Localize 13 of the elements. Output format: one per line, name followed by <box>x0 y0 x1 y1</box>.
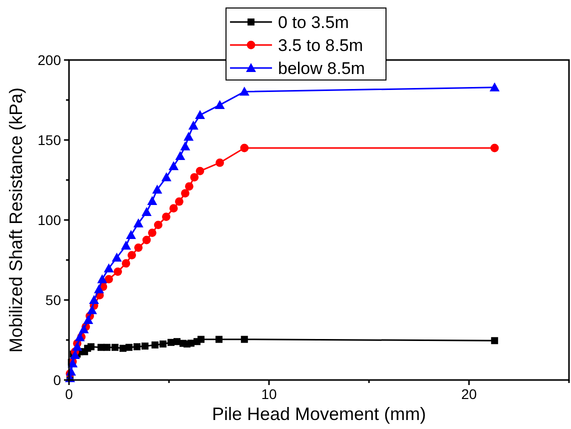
y-tick-label: 150 <box>38 132 62 148</box>
y-axis-title: Mobilized Shaft Resistance (kPa) <box>6 87 26 353</box>
y-tick-label: 100 <box>38 212 62 228</box>
y-tick-label: 0 <box>53 372 62 388</box>
legend-label: below 8.5m <box>278 59 365 78</box>
x-tick-label: 20 <box>461 386 477 402</box>
legend-label: 0 to 3.5m <box>278 13 349 32</box>
legend-label: 3.5 to 8.5m <box>278 36 364 55</box>
y-tick-label: 50 <box>45 292 62 308</box>
y-tick-label: 200 <box>38 52 62 68</box>
x-tick-label: 10 <box>261 386 277 402</box>
x-axis-title: Pile Head Movement (mm) <box>212 404 426 424</box>
x-tick-label: 0 <box>65 386 74 402</box>
